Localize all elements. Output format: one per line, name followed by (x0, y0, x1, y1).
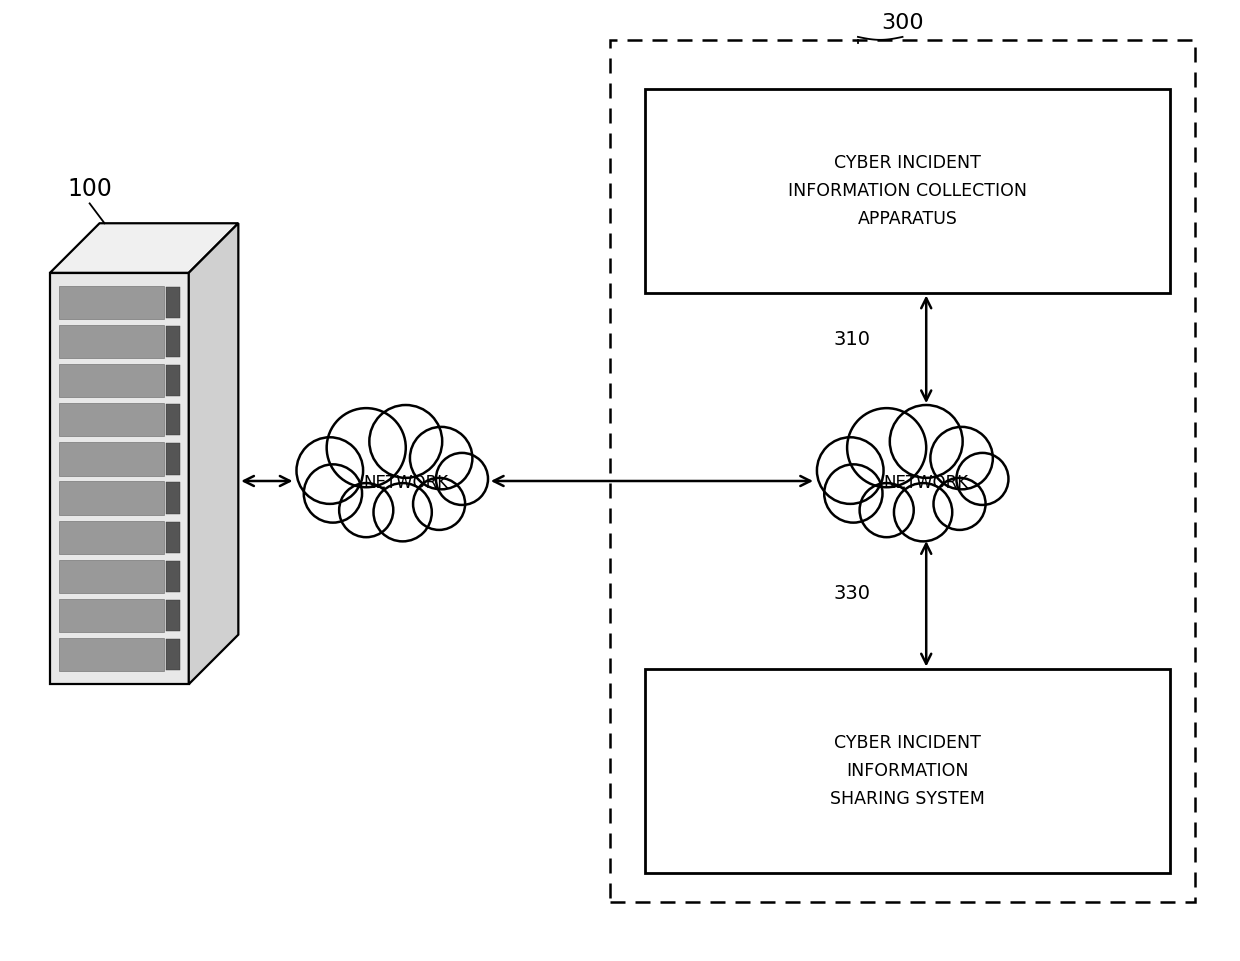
Text: 310: 310 (833, 330, 870, 349)
Polygon shape (60, 560, 164, 593)
Circle shape (413, 478, 465, 530)
Text: CYBER INCIDENT
INFORMATION
SHARING SYSTEM: CYBER INCIDENT INFORMATION SHARING SYSTE… (830, 734, 985, 808)
Circle shape (326, 408, 405, 487)
Polygon shape (50, 273, 188, 684)
Text: 100: 100 (67, 177, 112, 201)
Polygon shape (60, 325, 164, 358)
Circle shape (304, 464, 362, 523)
Polygon shape (60, 404, 164, 436)
Polygon shape (166, 522, 180, 553)
Polygon shape (166, 561, 180, 592)
Circle shape (859, 483, 914, 537)
Polygon shape (60, 638, 164, 672)
Polygon shape (166, 326, 180, 357)
Polygon shape (50, 223, 238, 273)
FancyBboxPatch shape (610, 39, 1195, 902)
Polygon shape (60, 442, 164, 476)
Polygon shape (60, 599, 164, 632)
Polygon shape (60, 481, 164, 515)
Polygon shape (60, 364, 164, 397)
Circle shape (373, 483, 432, 541)
Circle shape (890, 405, 962, 478)
Polygon shape (166, 365, 180, 396)
Polygon shape (166, 443, 180, 475)
FancyBboxPatch shape (645, 89, 1171, 293)
Circle shape (410, 427, 472, 489)
Circle shape (817, 437, 884, 504)
Circle shape (956, 453, 1008, 505)
Polygon shape (166, 639, 180, 671)
Circle shape (930, 427, 993, 489)
Polygon shape (166, 405, 180, 435)
Text: CYBER INCIDENT
INFORMATION COLLECTION
APPARATUS: CYBER INCIDENT INFORMATION COLLECTION AP… (787, 154, 1027, 228)
Circle shape (340, 483, 393, 537)
FancyBboxPatch shape (645, 670, 1171, 873)
Polygon shape (166, 482, 180, 514)
Circle shape (847, 408, 926, 487)
Text: 300: 300 (882, 13, 924, 33)
Circle shape (825, 464, 883, 523)
Circle shape (894, 483, 952, 541)
Polygon shape (295, 410, 481, 535)
Text: NETWORK: NETWORK (363, 474, 449, 492)
Polygon shape (166, 286, 180, 318)
Text: NETWORK: NETWORK (884, 474, 968, 492)
Text: 330: 330 (833, 584, 870, 604)
Circle shape (436, 453, 489, 505)
Polygon shape (188, 223, 238, 684)
Polygon shape (816, 410, 1001, 535)
Polygon shape (60, 285, 164, 319)
Circle shape (370, 405, 443, 478)
Polygon shape (166, 600, 180, 631)
Polygon shape (60, 521, 164, 554)
Circle shape (934, 478, 986, 530)
Circle shape (296, 437, 363, 504)
